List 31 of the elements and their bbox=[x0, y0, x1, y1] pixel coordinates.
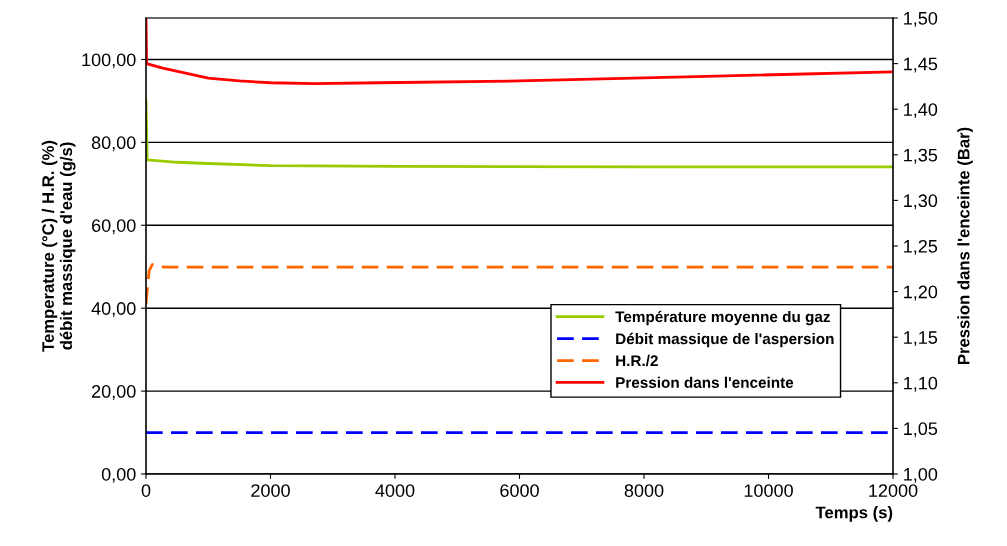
y2-tick-label: 1,50 bbox=[904, 11, 938, 27]
y-axis-title: Temperature (°C) / H.R. (%) débit massique d'eau (g/s) bbox=[41, 140, 76, 352]
legend-label: Pression dans l'enceinte bbox=[616, 376, 794, 388]
y2-tick-label: 1,30 bbox=[904, 194, 938, 210]
y2-tick-label: 1,25 bbox=[904, 239, 938, 255]
legend-label: Température moyenne du gaz bbox=[615, 310, 830, 326]
y-tick-label: 80,00 bbox=[91, 136, 136, 152]
x-tick-label: 8000 bbox=[624, 484, 664, 497]
x-tick-label: 12000 bbox=[869, 484, 918, 497]
x-tick-label: 10000 bbox=[744, 484, 793, 497]
legend-label: Débit massique de l'aspersion bbox=[616, 332, 834, 348]
x-tick-label: 0 bbox=[141, 484, 151, 497]
y2-tick-label: 1,35 bbox=[904, 148, 938, 164]
y2-tick-label: 1,10 bbox=[904, 376, 938, 392]
y2-tick-label: 1,05 bbox=[904, 422, 938, 438]
y2-tick-label: 1,40 bbox=[904, 103, 938, 119]
y-tick-label: 0,00 bbox=[101, 467, 136, 483]
y2-tick-label: 1,45 bbox=[904, 57, 938, 73]
y-tick-label: 20,00 bbox=[92, 385, 136, 400]
y-tick-label: 100,00 bbox=[82, 53, 136, 69]
y2-tick-label: 1,15 bbox=[904, 331, 938, 347]
y-tick-label: 40,00 bbox=[91, 302, 136, 318]
x-tick-label: 2000 bbox=[251, 484, 290, 497]
x-tick-label: 4000 bbox=[375, 484, 415, 497]
x-axis-title: Temps (s) bbox=[815, 506, 893, 522]
y2-tick-label: 1,20 bbox=[904, 285, 938, 301]
legend-label: H.R./2 bbox=[616, 354, 658, 367]
y2-tick-label: 1,00 bbox=[904, 467, 938, 483]
x-tick-label: 6000 bbox=[500, 484, 539, 497]
y2-axis-title: Pression dans l'enceinte (Bar) bbox=[957, 127, 973, 365]
y-tick-label: 60,00 bbox=[92, 219, 136, 235]
